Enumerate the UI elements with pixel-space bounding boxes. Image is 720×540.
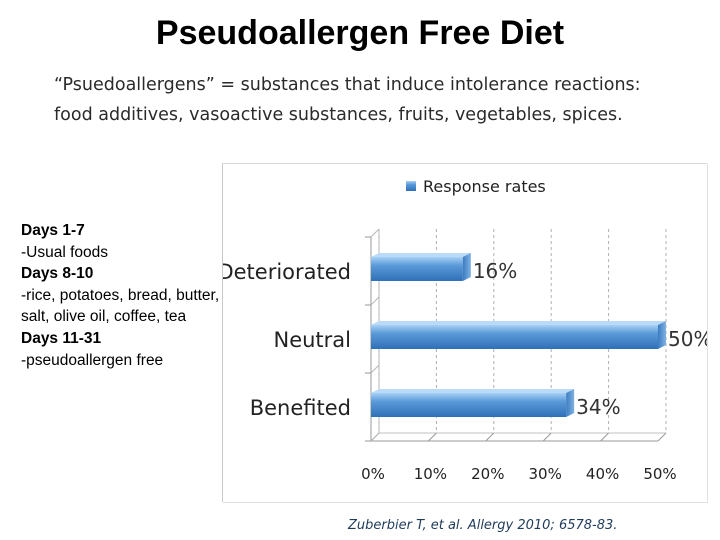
days-heading-2: Days 8-10	[21, 265, 94, 283]
citation: Zuberbier T, et al. Allergy 2010; 6578-8…	[348, 518, 618, 533]
category-label: Deteriorated	[223, 260, 351, 284]
legend-label: Response rates	[423, 177, 546, 196]
floor-tick	[428, 432, 437, 442]
bar-end	[566, 389, 575, 417]
subtitle-line-2: food additives, vasoactive substances, f…	[54, 105, 623, 125]
bar-value-label: 16%	[473, 259, 517, 283]
subtitle-line-1: “Psuedoallergens” = substances that indu…	[54, 75, 641, 95]
category-label: Neutral	[273, 328, 351, 352]
bar-top	[371, 389, 575, 393]
bar-value-label: 50%	[668, 327, 707, 351]
response-rate-chart: Response rates 16% 50% 34% Deteriorated Neu…	[217, 177, 712, 483]
x-tick-label: 40%	[586, 465, 619, 483]
days-text-1: -Usual foods	[21, 243, 109, 261]
bar	[371, 393, 567, 417]
x-tick-label: 10%	[414, 465, 447, 483]
days-heading-1: Days 1-7	[21, 222, 85, 239]
bar-end	[658, 321, 666, 349]
x-tick-label: 50%	[643, 465, 676, 483]
x-tick-label: 20%	[471, 465, 504, 483]
days-text-3: -pseudoallergen free	[21, 351, 164, 369]
category-divider	[370, 296, 380, 306]
floor-tick	[600, 432, 609, 442]
bar-top	[371, 253, 471, 257]
category-divider	[370, 228, 380, 238]
floor-tick	[485, 432, 495, 442]
legend-swatch	[406, 181, 416, 191]
category-divider	[370, 432, 380, 442]
days-heading-3: Days 11-31	[21, 329, 102, 347]
x-tick-label: 0%	[361, 465, 385, 483]
bar	[371, 257, 463, 281]
subtitle: “Psuedoallergens” = substances that indu…	[54, 70, 714, 130]
category-label: Benefited	[250, 396, 351, 420]
slide-title: Pseudoallergen Free Diet	[155, 14, 565, 52]
diet-schedule: Days 1-7 -Usual foods Days 8-10 -rice, p…	[21, 220, 221, 371]
chart-frame: Response rates 16% 50% 34% Deteriorated Neu…	[217, 163, 712, 502]
floor-tick	[657, 432, 667, 442]
bar-top	[371, 321, 666, 325]
bar	[371, 325, 658, 349]
bar-value-label: 34%	[576, 395, 620, 419]
x-tick-label: 30%	[529, 465, 562, 483]
bar-end	[462, 253, 471, 281]
days-text-2: -rice, potatoes, bread, butter, salt, ol…	[21, 286, 220, 326]
category-divider	[370, 364, 380, 374]
floor-tick	[542, 432, 552, 442]
